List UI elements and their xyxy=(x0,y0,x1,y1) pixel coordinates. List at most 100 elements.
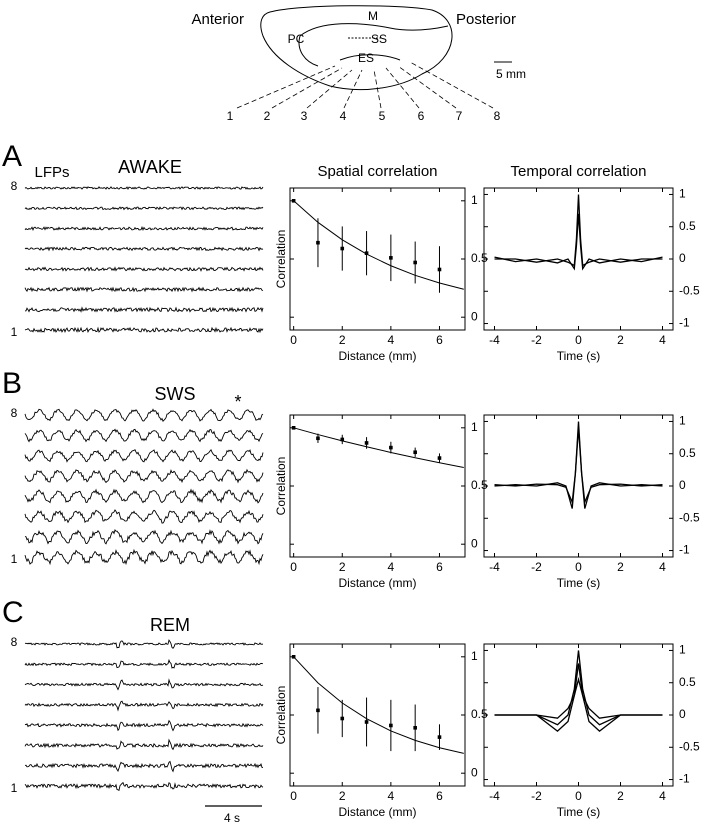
y-tick-label: 0 xyxy=(679,251,686,265)
data-point xyxy=(413,260,417,265)
y-axis-label: Correlation xyxy=(274,686,288,745)
panel-letter: A xyxy=(2,140,22,173)
x-tick-label: -2 xyxy=(531,789,542,803)
x-axis-label: Distance (mm) xyxy=(338,349,416,363)
electrode-line xyxy=(271,67,343,109)
electrode-line xyxy=(236,65,336,109)
y-tick-label: 0.5 xyxy=(679,219,696,233)
channel-label: 8 xyxy=(11,179,18,193)
electrode-label: 2 xyxy=(264,109,271,123)
state-title: AWAKE xyxy=(118,157,182,177)
fit-line xyxy=(293,200,464,290)
x-tick-label: 0 xyxy=(290,560,297,574)
data-point xyxy=(437,456,442,460)
lfp-trace xyxy=(24,266,264,272)
data-point xyxy=(316,240,320,245)
electrode-label: 7 xyxy=(456,109,463,123)
data-point xyxy=(340,437,345,442)
y-tick-label: -1 xyxy=(679,772,690,786)
y-axis-label: Correlation xyxy=(274,457,288,516)
correlation-line xyxy=(494,676,663,719)
x-tick-label: 4 xyxy=(659,333,666,347)
y-tick-label: 0.5 xyxy=(679,446,696,460)
sulcus xyxy=(339,54,401,61)
data-point xyxy=(437,735,442,739)
data-point xyxy=(364,251,369,255)
panel-letter: C xyxy=(2,596,24,629)
lfp-trace xyxy=(24,186,264,190)
lfp-trace xyxy=(24,225,264,231)
plot-frame xyxy=(289,643,466,787)
annotation: * xyxy=(234,392,241,412)
correlation-line xyxy=(494,663,663,732)
y-axis-label: Correlation xyxy=(274,230,288,289)
y-tick-label: 1 xyxy=(679,187,686,201)
x-tick-label: 6 xyxy=(436,333,443,347)
y-tick-label: -1 xyxy=(679,543,690,557)
x-axis-label: Time (s) xyxy=(557,576,601,590)
x-tick-label: 2 xyxy=(339,333,346,347)
lfp-trace xyxy=(24,760,263,773)
electrode-label: 5 xyxy=(379,109,386,123)
x-tick-label: -4 xyxy=(489,789,500,803)
brain-diagram xyxy=(236,5,512,109)
x-tick-label: 2 xyxy=(617,333,624,347)
y-tick-label: 0 xyxy=(471,536,478,550)
x-tick-label: 2 xyxy=(339,789,346,803)
electrode-label: 1 xyxy=(227,109,234,123)
correlation-line xyxy=(494,213,663,271)
lfp-trace xyxy=(24,286,264,293)
data-point xyxy=(316,708,320,713)
x-tick-label: 0 xyxy=(290,333,297,347)
x-axis-label: Distance (mm) xyxy=(338,805,416,819)
x-tick-label: 2 xyxy=(617,789,624,803)
y-tick-label: 0 xyxy=(471,309,478,323)
y-tick-label: 0.5 xyxy=(471,478,488,492)
correlation-line xyxy=(494,650,663,726)
channel-label: 8 xyxy=(11,406,18,420)
sulcus xyxy=(299,23,449,37)
chart-title: Temporal correlation xyxy=(511,163,647,180)
data-point xyxy=(389,723,393,728)
region-label: PC xyxy=(288,32,305,46)
y-tick-label: 1 xyxy=(471,649,478,663)
y-tick-label: -1 xyxy=(679,316,690,330)
lfp-trace xyxy=(24,781,264,791)
data-point xyxy=(340,246,345,251)
data-point xyxy=(413,726,417,730)
x-tick-label: 0 xyxy=(575,560,582,574)
data-point xyxy=(437,267,442,272)
x-tick-label: 4 xyxy=(388,789,395,803)
data-point xyxy=(291,655,296,659)
lfp-trace xyxy=(24,639,264,649)
lfp-trace xyxy=(24,408,264,423)
lfp-label: LFPs xyxy=(34,164,69,181)
x-tick-label: -4 xyxy=(489,560,500,574)
data-point xyxy=(364,441,369,445)
region-label: M xyxy=(368,9,378,23)
x-axis-label: Distance (mm) xyxy=(338,576,416,590)
x-axis-label: Time (s) xyxy=(557,349,601,363)
electrode-label: 3 xyxy=(301,109,308,123)
channel-label: 1 xyxy=(11,552,18,566)
lfp-trace xyxy=(24,700,264,712)
x-tick-label: 4 xyxy=(659,560,666,574)
panel-letter: B xyxy=(2,367,22,400)
y-tick-label: -0.5 xyxy=(679,739,700,753)
x-tick-label: 6 xyxy=(436,560,443,574)
data-point xyxy=(413,450,417,455)
x-axis-label: Time (s) xyxy=(557,805,601,819)
y-tick-label: 0.5 xyxy=(471,707,488,721)
lfp-trace xyxy=(24,428,264,443)
x-tick-label: 4 xyxy=(388,560,395,574)
lfp-trace xyxy=(24,658,264,669)
lfp-trace xyxy=(24,678,264,691)
data-point xyxy=(389,256,393,260)
data-point xyxy=(316,436,320,441)
y-tick-label: 0.5 xyxy=(679,675,696,689)
lfp-trace xyxy=(24,306,264,313)
brain-outline xyxy=(260,5,453,91)
lfp-trace xyxy=(24,509,264,524)
x-tick-label: -4 xyxy=(489,333,500,347)
